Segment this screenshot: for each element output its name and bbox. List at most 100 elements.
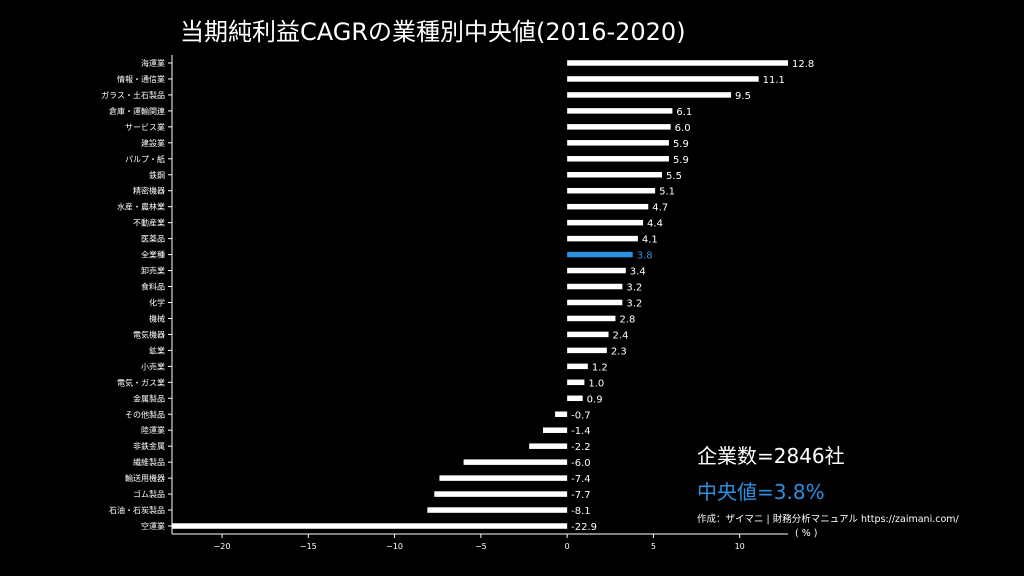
value-label: 12.8 xyxy=(792,59,814,70)
value-label: 1.0 xyxy=(588,378,604,389)
value-label: 3.4 xyxy=(630,267,646,278)
value-label: 5.9 xyxy=(673,139,689,150)
category-label: 医薬品 xyxy=(141,234,165,244)
category-label: 空運業 xyxy=(141,521,165,531)
bar xyxy=(567,60,788,66)
value-label: 3.2 xyxy=(626,283,642,294)
value-label: 4.1 xyxy=(642,235,658,246)
value-label: -0.7 xyxy=(571,410,591,421)
bar xyxy=(567,395,583,402)
category-label: その他製品 xyxy=(125,409,165,419)
category-label: 小売業 xyxy=(141,361,165,371)
value-label: 6.0 xyxy=(675,123,691,134)
category-label: 石油・石炭製品 xyxy=(109,505,165,515)
bar xyxy=(567,76,759,82)
highlight-bar xyxy=(567,251,633,258)
value-label: 4.7 xyxy=(652,203,668,214)
category-label: 輸送用機器 xyxy=(125,473,165,483)
chart-axes: −20 −15 −10 −5 0 5 10 xyxy=(168,55,788,551)
x-axis-unit-label: ( % ) xyxy=(795,528,818,539)
x-tick-label: −15 xyxy=(300,542,317,551)
bar xyxy=(567,347,607,354)
bar xyxy=(567,187,656,194)
category-label: ガラス・土石製品 xyxy=(101,90,165,100)
bar xyxy=(567,267,626,274)
bar xyxy=(567,172,663,178)
value-label: -7.7 xyxy=(571,490,591,501)
bar xyxy=(567,235,638,242)
category-label: 建設業 xyxy=(141,138,165,148)
category-label: 水産・農林業 xyxy=(117,202,165,212)
category-label: 倉庫・運輸関連 xyxy=(109,106,165,116)
x-tick-label: −5 xyxy=(475,542,487,551)
category-label: 電気機器 xyxy=(133,329,165,339)
value-label: 2.4 xyxy=(613,330,629,341)
category-label: 精密機器 xyxy=(133,186,165,196)
company-count-annotation: 企業数=2846社 xyxy=(697,444,845,468)
bar xyxy=(567,363,588,370)
category-label: 繊維製品 xyxy=(133,457,165,467)
value-label: 6.1 xyxy=(676,107,692,118)
category-label: 陸運業 xyxy=(141,425,165,435)
bar xyxy=(567,108,673,114)
bar xyxy=(567,219,644,226)
bar xyxy=(555,411,568,417)
bar xyxy=(567,379,585,386)
bar xyxy=(567,331,609,338)
category-label: 全業種 xyxy=(141,250,165,260)
category-label: 卸売業 xyxy=(141,266,165,276)
credit-text: 作成：ザイマニ | 財務分析マニュアル https://zaimani.com/ xyxy=(697,514,959,525)
bar xyxy=(542,427,568,433)
bar xyxy=(172,523,568,529)
bar xyxy=(567,299,623,306)
category-label: ゴム製品 xyxy=(133,489,165,499)
value-label: 2.8 xyxy=(619,314,635,325)
chart-labels: 海運業 12.8 情報・通信業 11.1 ガラス・土石製品 9.5 倉庫・運輸関連 6.1 サー… xyxy=(101,58,814,533)
x-tick-label: 0 xyxy=(565,542,570,551)
category-label: 非鉄金属 xyxy=(133,441,165,451)
x-tick-label: −20 xyxy=(214,542,231,551)
category-label: 不動産業 xyxy=(133,218,165,228)
value-label: 0.9 xyxy=(587,394,603,405)
category-label: 情報・通信業 xyxy=(117,74,165,84)
value-label: 3.2 xyxy=(626,298,642,309)
value-label: -2.2 xyxy=(571,442,591,453)
value-label: 5.9 xyxy=(673,155,689,166)
value-label: -1.4 xyxy=(571,426,591,437)
value-label: 11.1 xyxy=(763,75,785,86)
bar xyxy=(567,92,732,98)
category-label: サービス業 xyxy=(125,122,165,132)
value-label: 2.3 xyxy=(611,346,627,357)
value-label: 3.8 xyxy=(637,251,653,262)
category-label: 電気・ガス業 xyxy=(117,377,165,387)
category-label: パルプ・紙 xyxy=(125,154,165,164)
category-label: 鉱業 xyxy=(149,345,165,355)
x-tick-label: −10 xyxy=(386,542,403,551)
bar xyxy=(567,140,669,146)
category-label: 機械 xyxy=(149,313,165,323)
value-label: 4.4 xyxy=(647,219,663,230)
bar xyxy=(529,443,568,449)
bar xyxy=(567,203,649,210)
value-label: 9.5 xyxy=(735,91,751,102)
bar xyxy=(439,475,568,481)
x-tick-label: 5 xyxy=(651,542,656,551)
category-label: 海運業 xyxy=(141,58,165,68)
bar xyxy=(567,315,616,322)
x-tick-label: 10 xyxy=(735,542,745,551)
bar xyxy=(567,156,669,162)
bar xyxy=(463,459,568,465)
value-label: -7.4 xyxy=(571,474,591,485)
category-label: 食料品 xyxy=(141,282,165,292)
bar xyxy=(434,491,568,497)
median-annotation: 中央値=3.8% xyxy=(697,480,825,504)
category-label: 金属製品 xyxy=(133,393,165,403)
chart-title: 当期純利益CAGRの業種別中央値(2016-2020) xyxy=(180,18,686,46)
value-label: 5.5 xyxy=(666,171,682,182)
value-label: -8.1 xyxy=(571,506,591,517)
category-label: 化学 xyxy=(149,297,165,307)
bar xyxy=(567,124,671,130)
value-label: 1.2 xyxy=(592,362,608,373)
value-label: 5.1 xyxy=(659,187,675,198)
